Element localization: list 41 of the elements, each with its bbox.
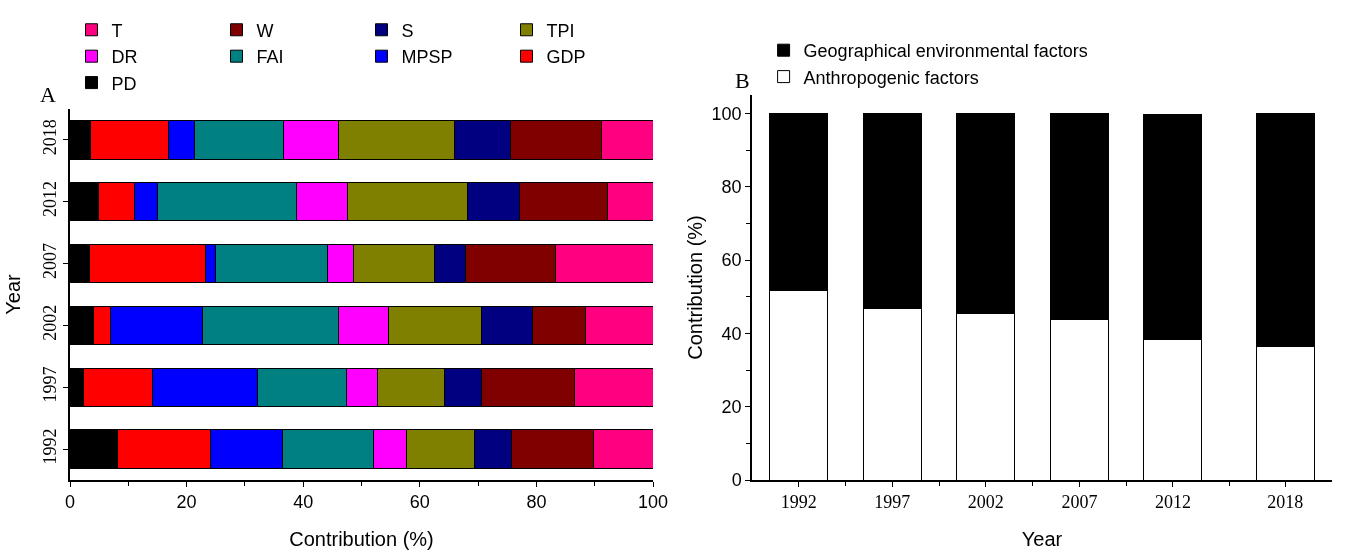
y-axis-title: Contribution (%) [683,215,706,360]
y-tick-label: 2012 [40,181,61,218]
legend-label: PD [111,73,137,94]
x-tick-label: 1997 [874,492,911,513]
x-tick-label: 2012 [1154,492,1191,513]
x-tick-label: 2007 [1061,492,1098,513]
y-tick-label: 80 [721,176,742,197]
y-tick-label: 2018 [40,119,61,156]
y-tick-label: 2002 [40,304,61,341]
legend-label: FAI [256,47,284,68]
y-tick-label: 2007 [40,242,61,279]
y-tick-label: 0 [731,470,742,491]
legend-label: T [111,20,123,41]
x-axis-title: Year [1021,528,1063,550]
x-tick-label: 1992 [780,492,817,513]
legend-label: W [256,20,274,41]
x-tick-label: 60 [409,492,430,513]
y-tick-label: 40 [721,323,742,344]
legend-label: Geographical environmental factors [803,41,1088,62]
x-tick-label: 0 [64,492,76,513]
legend-label: S [401,20,414,41]
legend-label: Anthropogenic factors [803,67,979,88]
legend-label: MPSP [401,47,453,68]
x-axis-title: Contribution (%) [289,528,434,550]
y-tick-label: 20 [721,396,742,417]
chart-title: A [40,82,56,107]
y-tick-label: 60 [721,250,742,271]
y-tick-label: 100 [711,103,742,124]
x-tick-label: 2002 [967,492,1004,513]
y-axis-title: Year [1,273,24,315]
y-tick-label: 1992 [40,428,61,465]
chart-title: B [735,68,750,93]
legend-label: GDP [546,47,586,68]
legend-label: DR [111,47,138,68]
x-tick-label: 100 [637,492,669,513]
x-tick-label: 2018 [1267,492,1304,513]
legend-label: TPI [546,20,575,41]
y-tick-label: 1997 [40,366,61,403]
x-tick-label: 40 [293,492,314,513]
x-tick-label: 20 [176,492,197,513]
x-tick-label: 80 [526,492,547,513]
